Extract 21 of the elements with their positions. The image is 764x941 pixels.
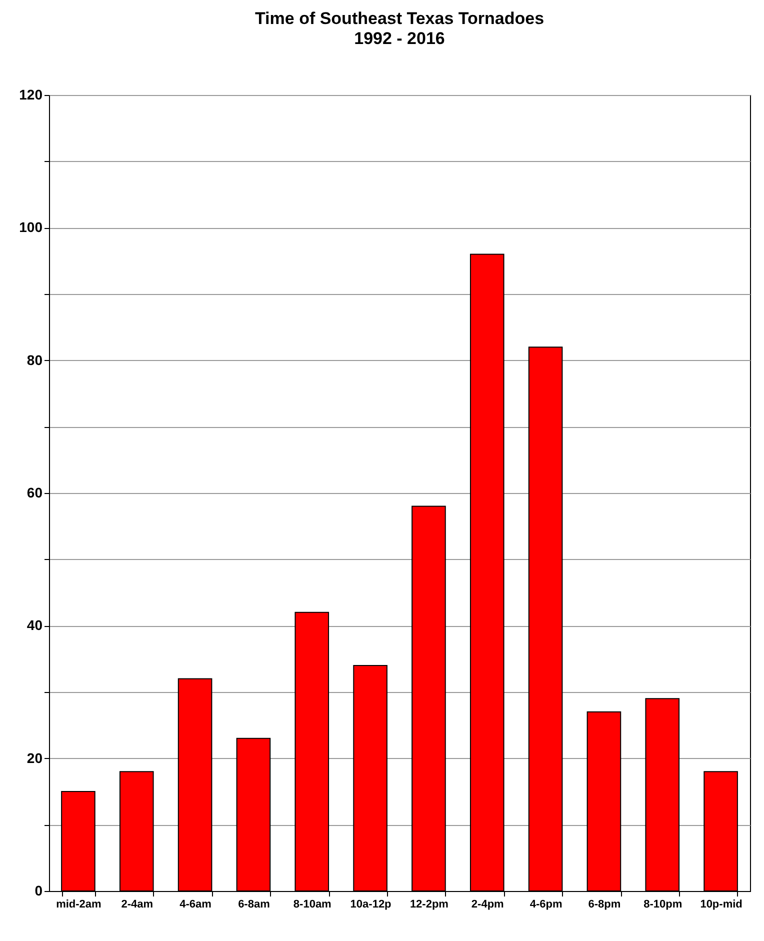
x-tick-label: 8-10am	[293, 898, 332, 910]
x-tick-label: mid-2am	[56, 898, 102, 910]
x-tick-label: 4-6pm	[530, 898, 562, 910]
y-tick-label: 0	[34, 882, 43, 898]
x-tick-label: 2-4pm	[471, 898, 504, 910]
x-tick-label: 6-8am	[238, 898, 270, 910]
x-tick-label: 6-8pm	[588, 898, 621, 910]
y-tick-label: 120	[19, 86, 43, 102]
y-tick-label: 20	[26, 750, 43, 766]
x-tick-label: 10a-12p	[350, 898, 392, 910]
x-tick-label: 8-10pm	[644, 898, 682, 910]
x-tick-label: 10p-mid	[700, 898, 742, 910]
y-tick-label: 80	[26, 352, 43, 368]
x-tick-label: 2-4am	[121, 898, 154, 910]
chart-title: Time of Southeast Texas Tornadoes	[254, 9, 544, 28]
x-tick-label: 4-6am	[180, 898, 212, 910]
y-tick-label: 60	[26, 484, 43, 500]
y-tick-label: 40	[26, 617, 43, 634]
x-tick-label: 12-2pm	[410, 898, 449, 910]
y-tick-label: 100	[19, 219, 43, 236]
chart-subtitle: 1992 - 2016	[354, 29, 445, 48]
